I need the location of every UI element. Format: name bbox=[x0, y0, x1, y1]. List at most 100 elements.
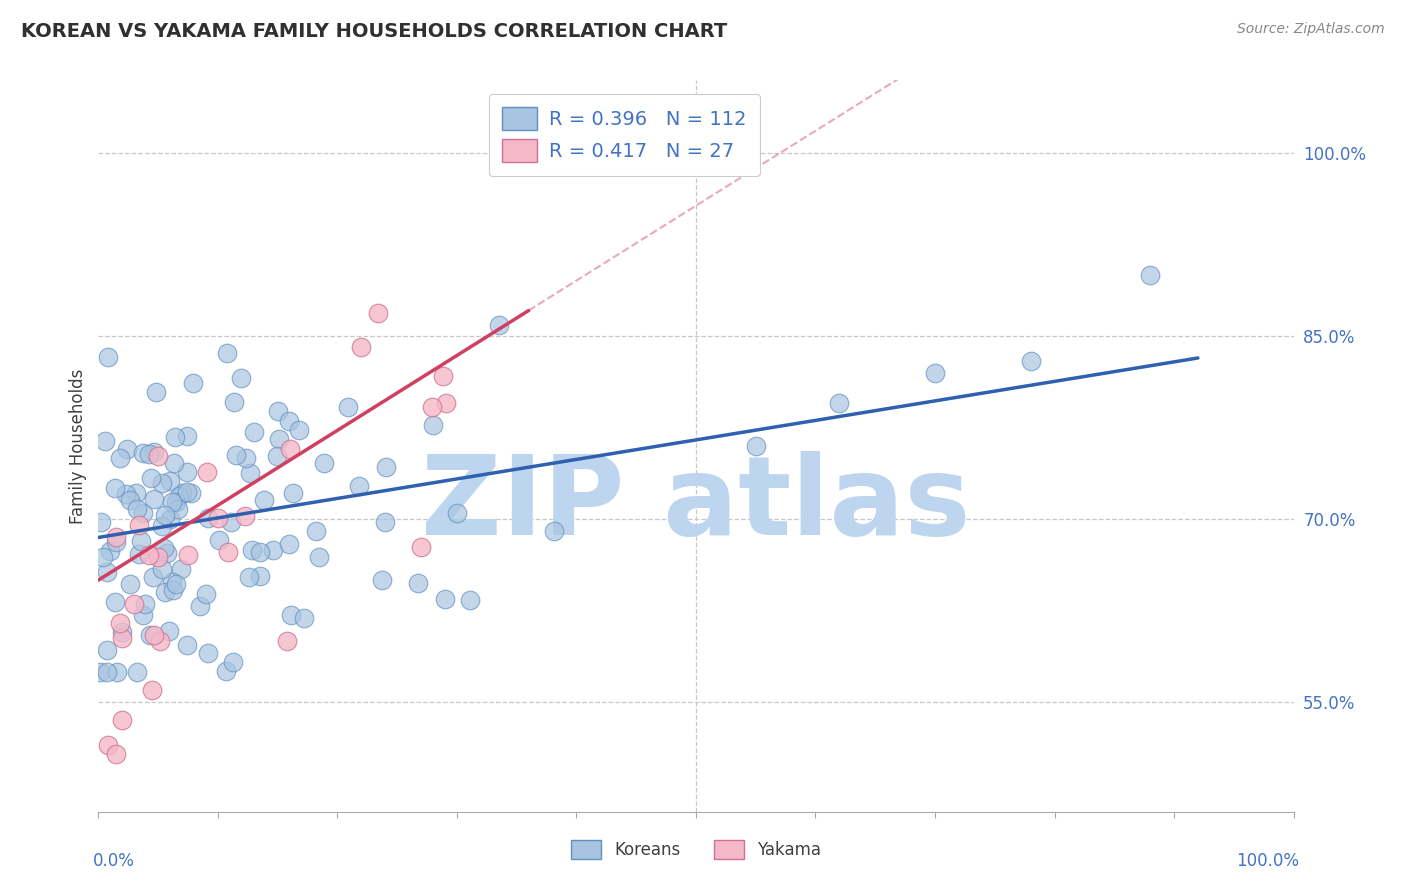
Text: Source: ZipAtlas.com: Source: ZipAtlas.com bbox=[1237, 22, 1385, 37]
Point bbox=[267, 404, 290, 418]
Point bbox=[262, 543, 284, 558]
Point bbox=[305, 524, 328, 538]
Point bbox=[160, 494, 183, 508]
Point bbox=[281, 486, 304, 500]
Point bbox=[278, 442, 301, 457]
Point bbox=[336, 400, 359, 414]
Point bbox=[159, 474, 181, 488]
Point bbox=[118, 576, 141, 591]
Point bbox=[165, 577, 187, 591]
Point bbox=[312, 456, 335, 470]
Point bbox=[96, 566, 118, 580]
Point bbox=[127, 502, 149, 516]
Point bbox=[96, 643, 118, 657]
Point bbox=[176, 429, 198, 443]
Point bbox=[370, 573, 392, 587]
Point bbox=[159, 511, 181, 525]
Point bbox=[104, 595, 127, 609]
Point bbox=[97, 738, 120, 752]
Text: 100.0%: 100.0% bbox=[1236, 852, 1299, 870]
Point bbox=[924, 366, 946, 380]
Point bbox=[104, 482, 127, 496]
Point bbox=[105, 534, 128, 549]
Point bbox=[153, 584, 176, 599]
Point bbox=[96, 665, 118, 679]
Point bbox=[120, 492, 142, 507]
Point bbox=[276, 634, 298, 648]
Point bbox=[141, 471, 163, 485]
Point bbox=[163, 456, 186, 470]
Point bbox=[159, 624, 181, 638]
Point bbox=[105, 530, 128, 544]
Point bbox=[239, 467, 262, 481]
Point bbox=[131, 608, 153, 623]
Point bbox=[225, 448, 247, 462]
Point bbox=[446, 506, 468, 520]
Point bbox=[142, 628, 165, 642]
Point bbox=[98, 544, 121, 558]
Point bbox=[411, 540, 433, 554]
Point bbox=[138, 447, 160, 461]
Point bbox=[148, 449, 170, 463]
Point bbox=[180, 485, 202, 500]
Point bbox=[219, 515, 242, 529]
Point bbox=[253, 493, 276, 508]
Point bbox=[215, 664, 238, 678]
Point bbox=[125, 665, 148, 679]
Point bbox=[183, 376, 205, 391]
Point bbox=[238, 570, 260, 584]
Point bbox=[131, 445, 153, 459]
Point bbox=[146, 549, 169, 564]
Point bbox=[215, 346, 238, 360]
Point bbox=[367, 306, 389, 320]
Point bbox=[122, 598, 145, 612]
Point bbox=[197, 646, 219, 660]
Point bbox=[828, 396, 851, 410]
Point bbox=[142, 570, 165, 584]
Point bbox=[240, 542, 263, 557]
Point bbox=[165, 495, 187, 509]
Point bbox=[139, 628, 162, 642]
Point bbox=[107, 665, 129, 679]
Point bbox=[745, 439, 768, 453]
Point bbox=[163, 430, 186, 444]
Point bbox=[148, 634, 170, 648]
Point bbox=[488, 318, 510, 332]
Point bbox=[108, 450, 131, 465]
Point bbox=[249, 545, 271, 559]
Point bbox=[111, 631, 134, 645]
Point bbox=[308, 549, 330, 564]
Point bbox=[94, 434, 117, 448]
Point bbox=[152, 475, 174, 490]
Point bbox=[422, 401, 444, 415]
Point bbox=[143, 445, 166, 459]
Point bbox=[458, 593, 481, 607]
Point bbox=[105, 747, 128, 762]
Point bbox=[188, 599, 211, 614]
Point bbox=[141, 682, 163, 697]
Point bbox=[1019, 353, 1042, 368]
Point bbox=[269, 432, 291, 446]
Point bbox=[142, 491, 165, 506]
Point bbox=[160, 574, 183, 589]
Text: ZIP atlas: ZIP atlas bbox=[422, 451, 970, 558]
Y-axis label: Family Households: Family Households bbox=[69, 368, 87, 524]
Point bbox=[235, 451, 257, 466]
Point bbox=[287, 423, 309, 437]
Point bbox=[150, 562, 173, 576]
Point bbox=[138, 548, 160, 562]
Point bbox=[156, 546, 179, 560]
Point bbox=[408, 576, 430, 591]
Point bbox=[229, 371, 252, 385]
Point bbox=[222, 656, 245, 670]
Point bbox=[170, 562, 193, 576]
Point bbox=[176, 638, 198, 652]
Point bbox=[543, 524, 565, 539]
Point bbox=[266, 449, 288, 463]
Point bbox=[111, 714, 134, 728]
Point bbox=[114, 487, 136, 501]
Point bbox=[167, 489, 190, 503]
Point bbox=[152, 518, 174, 533]
Text: KOREAN VS YAKAMA FAMILY HOUSEHOLDS CORRELATION CHART: KOREAN VS YAKAMA FAMILY HOUSEHOLDS CORRE… bbox=[21, 22, 727, 41]
Point bbox=[97, 350, 120, 364]
